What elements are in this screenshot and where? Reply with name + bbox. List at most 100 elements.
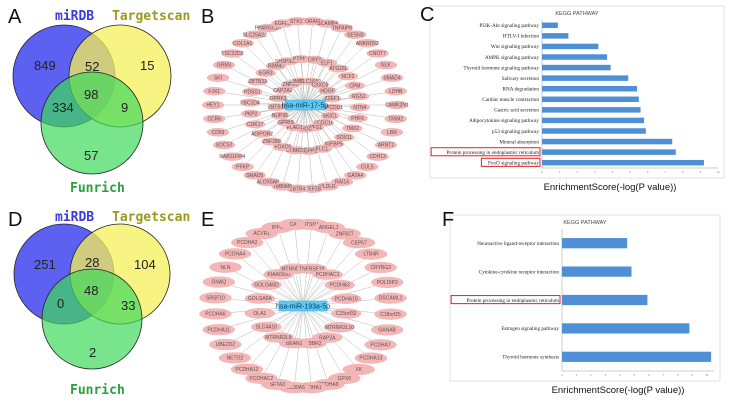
gene-node: PCDHA13 (355, 353, 387, 364)
x-axis-title: EnrichmentScore(-log(P value)) (544, 182, 677, 193)
gene-node: TNFAIP8 (331, 24, 353, 32)
bar (542, 118, 644, 123)
gene-node: SMAD4 (381, 74, 403, 82)
gene-label: NLK (381, 63, 391, 69)
gene-label: HDGF (320, 88, 334, 94)
gene-label: ZNF827 (336, 231, 354, 237)
venn-diagram-d: miRDB Targetscan Funrich 251 104 2 28 0 … (0, 205, 190, 405)
gene-label: ARNT2 (378, 143, 395, 149)
gene-label: SKIC1 (323, 113, 338, 119)
gene-label: ADIPOR2 (251, 131, 273, 137)
gene-node: SRSF10 (199, 292, 231, 303)
panel-a-label: A (8, 6, 21, 29)
venn-d-only3: 2 (89, 345, 96, 360)
category-label: Adipocytokine signaling pathway (469, 118, 539, 124)
gene-label: NETO2 (227, 356, 244, 362)
gene-label: TBC1D4 (240, 100, 259, 106)
venn-d-only2: 104 (134, 257, 156, 272)
gene-node: CUL5 (356, 163, 378, 171)
panel-c-label: C (420, 4, 434, 27)
gene-node: TBC1D4 (240, 99, 260, 107)
gene-label: CRYBG3 (370, 265, 391, 271)
gene-label: RGS1 (352, 94, 366, 100)
gene-node: FJX1 (203, 87, 225, 95)
gene-label: SOCS7 (216, 143, 233, 149)
category-label: Protein processing in endoplasmic reticu… (467, 298, 560, 304)
gene-node: SKIC1 (321, 112, 339, 119)
category-label: Gastric acid secretion (494, 108, 539, 114)
bar (542, 33, 568, 38)
category-label: RNA degradation (503, 87, 540, 93)
gene-label: RAB11FIP4 (219, 154, 245, 160)
gene-node: PCDHA4 (219, 248, 251, 259)
gene-node: PCDHAC1 (313, 269, 343, 279)
category-label: Cytokine-cytokine receptor interaction (479, 269, 560, 275)
gene-node: EGR3 (256, 69, 276, 77)
gene-label: CUL5 (361, 164, 374, 170)
category-label: Thyroid hormone signaling pathway (463, 65, 539, 71)
bar (542, 44, 598, 49)
gene-label: UBE2D2 (216, 342, 236, 348)
gene-node: NCF2 (338, 72, 358, 80)
gene-label: PCDHA10 (335, 296, 358, 302)
venn-d-n23: 33 (121, 298, 135, 313)
bar (562, 238, 627, 248)
gene-node: PFKP (232, 163, 254, 171)
gene-node: OLA1 (245, 308, 275, 318)
category-label: Wnt signaling pathway (491, 44, 540, 50)
gene-label: ANKRD52 (356, 41, 379, 47)
gene-node: TRIM2 (385, 115, 407, 123)
bar (542, 149, 676, 154)
gene-node: SMAD5 (244, 171, 266, 179)
gene-label: GANAB (378, 328, 396, 334)
gene-node: CRYBG3 (365, 262, 397, 273)
gene-node: MTRNR2L10 (324, 322, 354, 332)
venn-a-set2-label: Targetscan (112, 9, 190, 24)
category-label: p53 signaling pathway (492, 129, 539, 135)
gene-node: PCDHA7 (365, 339, 397, 350)
gene-node: NLN (209, 262, 241, 273)
gene-node: OPRK3 (269, 95, 287, 102)
gene-label: HEY1 (206, 103, 219, 109)
gene-label: C15orf32 (336, 311, 357, 317)
category-label: PI3K-Akt signaling pathway (479, 23, 539, 29)
gene-node: MTRNR2L8 (263, 333, 293, 343)
gene-label: NUP35 (272, 113, 288, 119)
gene-node: PCDHA11 (203, 324, 235, 335)
bar (542, 97, 639, 102)
gene-node: NUP35 (271, 112, 289, 119)
gene-label: CPM (349, 83, 360, 89)
gene-label: CNOT7 (369, 51, 386, 57)
panel-e-label: E (201, 209, 214, 232)
panel-d: D miRDB Targetscan Funrich 251 104 2 28 … (0, 205, 190, 405)
gene-label: CDK17 (247, 122, 263, 128)
gene-node: LTB4R (355, 249, 387, 260)
gene-node: PCDHA3 (325, 280, 355, 290)
gene-label: ALOX5AP (257, 180, 280, 186)
center-mirna: hsa-miR-193a-5p (276, 301, 330, 311)
gene-node: SOX11 (334, 133, 354, 141)
venn-diagram-a: miRDB Targetscan Funrich 849 15 57 52 33… (0, 0, 190, 200)
gene-label: ZNF280 (263, 139, 281, 145)
bar (542, 86, 637, 91)
gene-node: ZZEF1 (323, 95, 341, 102)
gene-label: ZBTB33 (248, 79, 267, 85)
gene-label: PCDHA13 (359, 356, 382, 362)
category-label: Protein processing in endoplasmic reticu… (447, 150, 540, 156)
gene-label: PKP2 (245, 111, 258, 117)
gene-node: ZBTB33 (248, 78, 268, 86)
venn-d-n123: 48 (84, 283, 98, 298)
venn-d-n13: 0 (57, 296, 64, 311)
gene-node: NTN4 (350, 103, 370, 111)
center-mirna: hsa-miR-17-5p (282, 100, 328, 110)
gene-label: CCR6 (207, 116, 221, 122)
gene-label: NCF2 (341, 74, 354, 80)
venn-a-only3: 57 (84, 148, 98, 163)
gene-node: C15orf32 (331, 309, 361, 319)
venn-a-n13: 334 (52, 100, 74, 115)
gene-label: PCDHA11 (207, 327, 230, 333)
center-mirna-label: hsa-miR-193a-5p (276, 304, 330, 311)
